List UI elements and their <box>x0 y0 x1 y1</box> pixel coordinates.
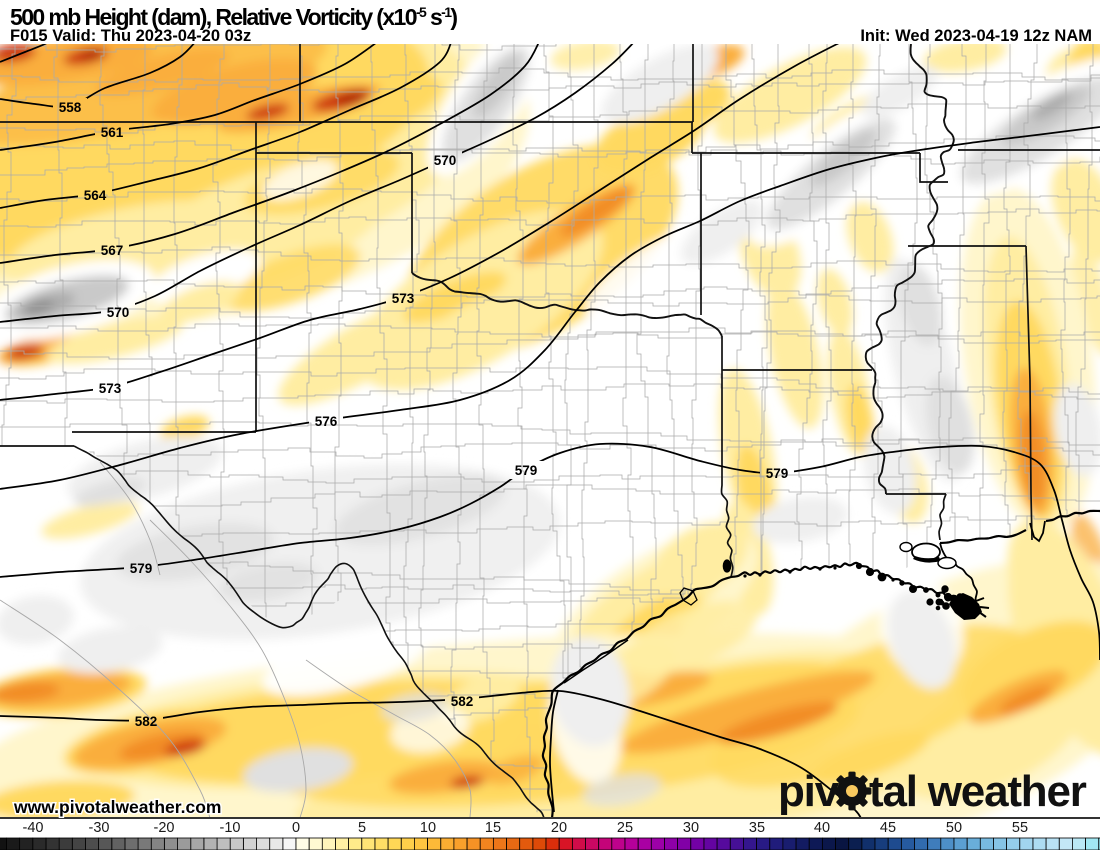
svg-text:55: 55 <box>1012 820 1028 836</box>
svg-text:579: 579 <box>130 561 153 576</box>
svg-text:570: 570 <box>434 153 457 168</box>
svg-text:-10: -10 <box>220 820 241 836</box>
svg-text:5: 5 <box>358 820 366 836</box>
svg-text:40: 40 <box>814 820 830 836</box>
svg-text:15: 15 <box>485 820 501 836</box>
svg-text:piv: piv <box>778 767 840 816</box>
svg-text:Init: Wed 2023-04-19 12z NAM: Init: Wed 2023-04-19 12z NAM <box>860 27 1092 45</box>
svg-text:561: 561 <box>101 125 124 140</box>
svg-text:35: 35 <box>749 820 765 836</box>
svg-text:www.pivotalweather.com: www.pivotalweather.com <box>13 797 221 817</box>
svg-text:564: 564 <box>84 188 107 203</box>
svg-text:45: 45 <box>880 820 896 836</box>
svg-text:-30: -30 <box>89 820 110 836</box>
svg-text:30: 30 <box>683 820 699 836</box>
svg-text:25: 25 <box>617 820 633 836</box>
svg-text:558: 558 <box>59 100 82 115</box>
svg-text:-40: -40 <box>23 820 44 836</box>
svg-text:20: 20 <box>551 820 567 836</box>
svg-text:0: 0 <box>292 820 300 836</box>
svg-text:576: 576 <box>315 414 338 429</box>
svg-text:582: 582 <box>135 714 158 729</box>
svg-text:573: 573 <box>99 381 122 396</box>
svg-text:579: 579 <box>766 466 789 481</box>
svg-text:10: 10 <box>420 820 436 836</box>
svg-text:-20: -20 <box>154 820 175 836</box>
svg-text:500 mb Height (dam), Relative: 500 mb Height (dam), Relative Vorticity … <box>10 4 457 30</box>
svg-text:tal weather: tal weather <box>869 767 1087 816</box>
svg-text:582: 582 <box>451 694 474 709</box>
svg-text:50: 50 <box>946 820 962 836</box>
svg-text:579: 579 <box>515 463 538 478</box>
svg-text:573: 573 <box>392 291 415 306</box>
svg-text:570: 570 <box>107 305 130 320</box>
svg-text:F015 Valid: Thu 2023-04-20 03z: F015 Valid: Thu 2023-04-20 03z <box>10 27 251 45</box>
svg-text:567: 567 <box>101 243 124 258</box>
